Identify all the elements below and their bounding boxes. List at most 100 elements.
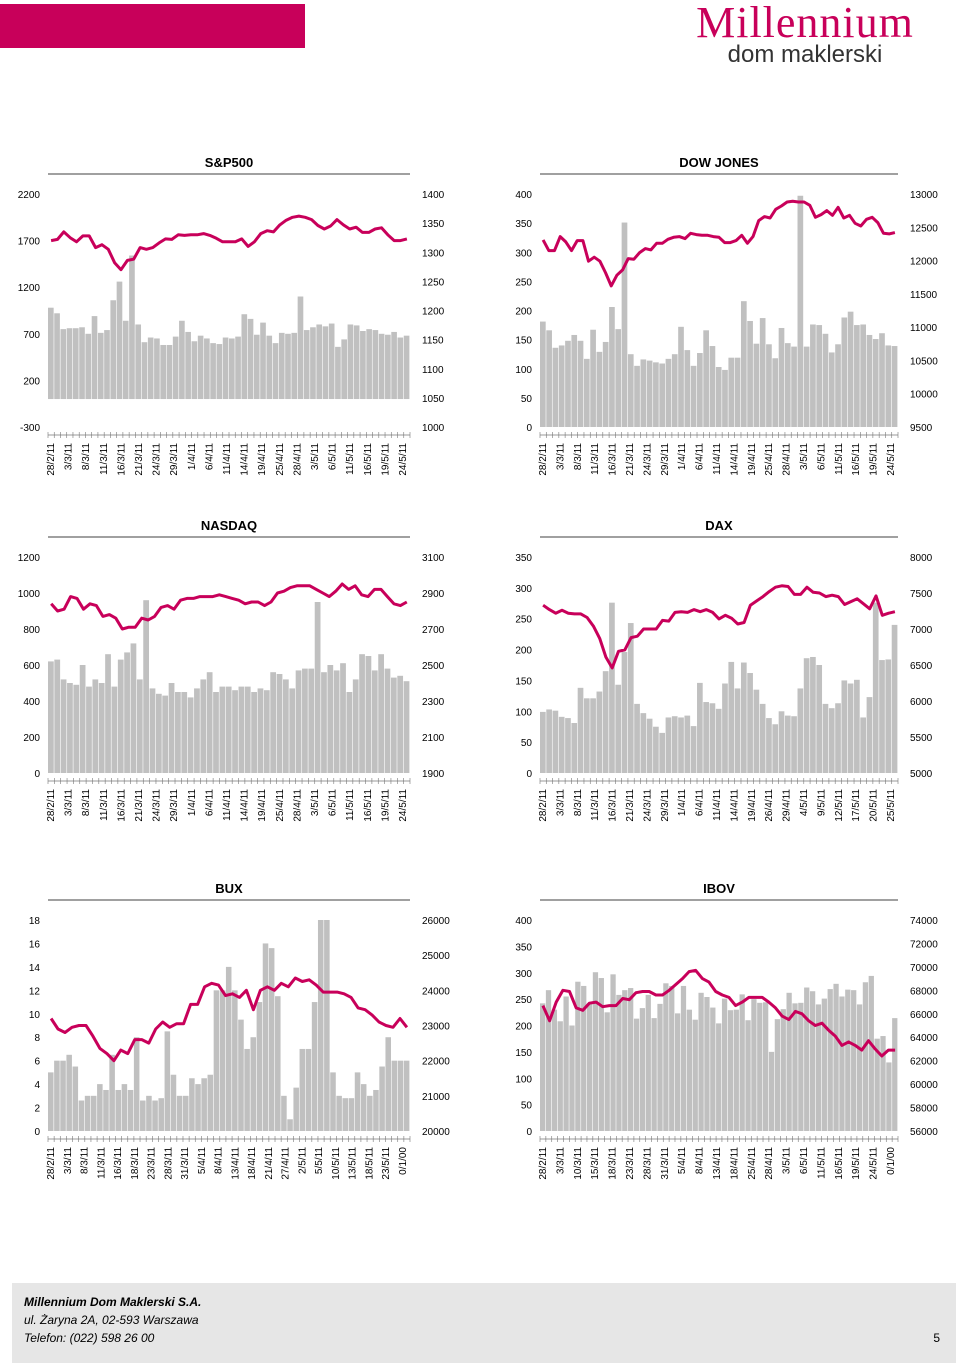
- x-tick-label: 23/5/11: [381, 1147, 392, 1180]
- bar: [697, 682, 703, 773]
- bar: [365, 656, 372, 773]
- right-tick-label: 22000: [422, 1057, 450, 1068]
- left-tick-label: 250: [515, 995, 532, 1006]
- bar: [117, 659, 124, 773]
- bar: [563, 996, 569, 1131]
- x-tick-label: 13/4/11: [230, 1147, 241, 1180]
- x-tick-label: 28/2/11: [538, 1147, 549, 1180]
- x-tick-label: 6/4/11: [204, 789, 215, 816]
- bar: [604, 1012, 610, 1131]
- bar: [378, 654, 384, 773]
- bar: [627, 623, 634, 773]
- x-tick-label: 16/5/11: [851, 443, 862, 476]
- right-tick-label: 60000: [910, 1080, 938, 1091]
- right-tick-label: 5000: [910, 769, 933, 780]
- bar: [810, 324, 816, 427]
- left-tick-label: 400: [23, 697, 40, 708]
- bar: [367, 1095, 373, 1131]
- bar: [627, 354, 634, 427]
- bar: [213, 990, 220, 1131]
- bar: [860, 717, 866, 773]
- bar: [164, 1031, 171, 1131]
- x-tick-label: 3/3/11: [63, 1147, 74, 1174]
- bar: [571, 334, 578, 427]
- bar: [287, 1119, 293, 1131]
- bar: [734, 357, 741, 427]
- left-tick-label: 200: [23, 376, 40, 387]
- bar: [778, 327, 785, 427]
- bar: [663, 983, 669, 1131]
- x-tick-label: 10/3/11: [573, 1147, 584, 1180]
- bar: [633, 1018, 640, 1131]
- bar: [847, 683, 854, 773]
- chart-svg: DOW JONES 400 350 300 250 200 150 100 50 0 13000 12…: [515, 155, 938, 476]
- right-tick-label: 1400: [422, 190, 445, 201]
- bar: [322, 326, 329, 400]
- x-tick-label: 11/3/11: [99, 789, 110, 821]
- bar: [763, 1002, 769, 1131]
- left-tick-label: -300: [20, 423, 40, 434]
- x-tick-label: 28/4/11: [292, 789, 303, 822]
- bar: [759, 318, 766, 427]
- x-tick-label: 19/5/11: [380, 789, 391, 822]
- right-tick-label: 3100: [422, 553, 445, 564]
- x-tick-label: 3/3/11: [555, 789, 566, 816]
- bar: [244, 1048, 250, 1131]
- bar: [92, 679, 99, 773]
- left-tick-label: 350: [515, 942, 532, 953]
- x-tick-label: 6/4/11: [204, 443, 215, 470]
- bar: [347, 324, 354, 400]
- x-tick-label: 24/5/11: [869, 1147, 880, 1180]
- x-tick-label: 28/3/11: [163, 1147, 174, 1180]
- right-tick-label: 26000: [422, 916, 450, 927]
- bar: [540, 711, 546, 773]
- bar: [90, 1095, 97, 1131]
- chart-dax: DAX 350 300 250 200 150 100 50 0 8000 7500 7000 6500…: [500, 513, 960, 858]
- bar: [768, 1051, 775, 1131]
- bar: [797, 195, 804, 427]
- x-tick-label: 28/2/11: [538, 443, 549, 476]
- bar: [207, 1074, 214, 1131]
- bar: [866, 697, 873, 773]
- bar: [879, 333, 885, 427]
- left-tick-label: 1000: [18, 589, 41, 600]
- chart-title: S&P500: [205, 155, 253, 170]
- bar: [615, 684, 622, 773]
- x-tick-label: 18/3/11: [608, 1147, 619, 1180]
- bar: [646, 718, 653, 773]
- x-tick-label: 28/2/11: [46, 443, 57, 476]
- left-tick-label: 100: [515, 365, 532, 376]
- bar: [886, 1062, 892, 1131]
- bar: [168, 683, 175, 773]
- left-tick-label: 600: [23, 661, 40, 672]
- x-tick-label: 24/3/11: [642, 443, 653, 476]
- bar: [827, 989, 833, 1131]
- bar: [330, 1072, 336, 1131]
- x-tick-label: 3/5/11: [799, 443, 810, 470]
- bar: [540, 1003, 546, 1131]
- x-tick-label: 17/5/11: [851, 789, 862, 822]
- bar: [285, 333, 291, 400]
- bar: [721, 998, 728, 1131]
- bar: [391, 1060, 398, 1131]
- bar: [710, 1007, 716, 1131]
- bar: [60, 1060, 66, 1131]
- bar: [143, 600, 150, 773]
- bar: [353, 325, 360, 400]
- bar: [166, 344, 173, 400]
- x-tick-label: 14/4/11: [240, 443, 251, 476]
- bar: [54, 1060, 60, 1131]
- bar: [97, 332, 104, 400]
- footer-address: ul. Żaryna 2A, 02-593 Warszawa: [24, 1313, 199, 1327]
- bar: [216, 344, 223, 400]
- bar: [251, 692, 257, 773]
- bar: [851, 990, 857, 1131]
- x-tick-label: 5/5/11: [314, 1147, 325, 1174]
- index-line: [541, 199, 896, 288]
- chart-svg: IBOV 400 350 300 250 200 150 100 50 0 74000 72000 70…: [515, 881, 938, 1180]
- bar: [659, 732, 666, 773]
- x-tick-label: 8/4/11: [214, 1147, 225, 1174]
- bar: [753, 343, 760, 427]
- bar: [321, 672, 327, 773]
- x-tick-label: 15/3/11: [590, 1147, 601, 1180]
